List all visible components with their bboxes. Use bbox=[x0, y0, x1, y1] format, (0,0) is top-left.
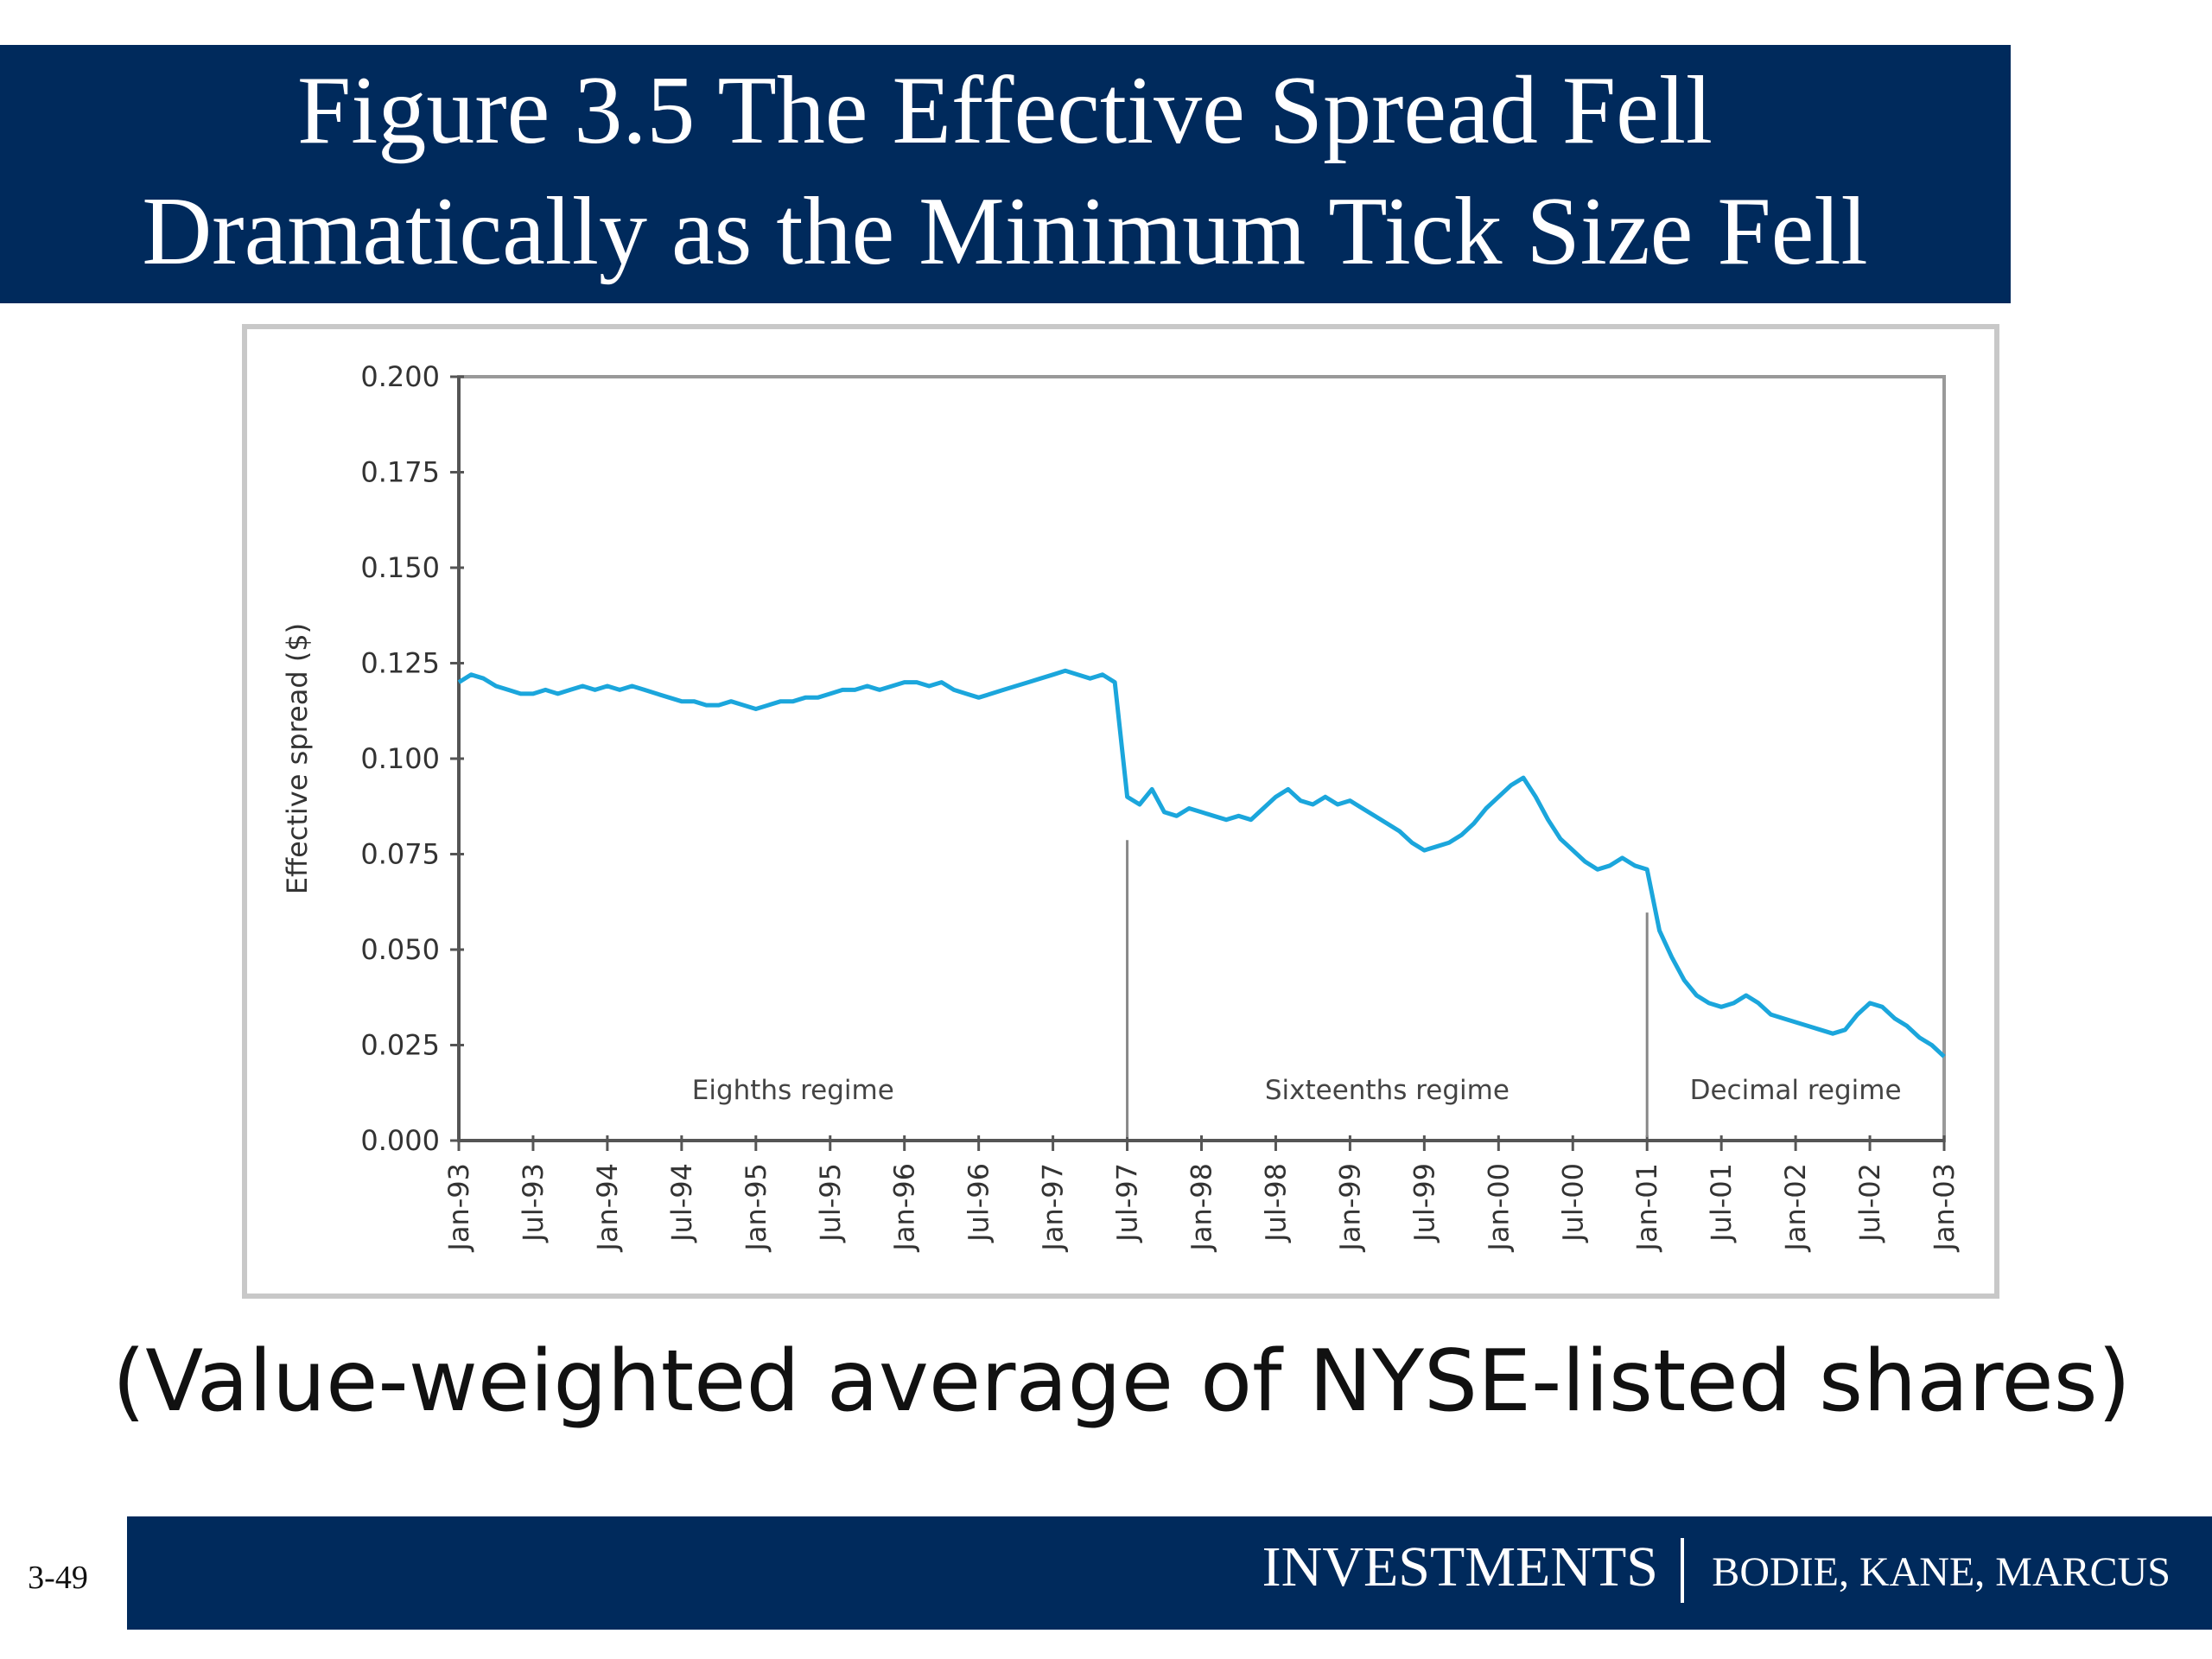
regime-label: Decimal regime bbox=[1690, 1075, 1902, 1106]
x-tick-label: Jul-01 bbox=[1705, 1163, 1738, 1243]
regime-label: Eighths regime bbox=[692, 1075, 894, 1106]
footer-bar bbox=[127, 1516, 2212, 1630]
title-bar bbox=[0, 45, 2011, 303]
x-tick-label: Jan-97 bbox=[1037, 1163, 1070, 1253]
x-tick-label: Jan-02 bbox=[1779, 1163, 1812, 1253]
y-tick-label: 0.100 bbox=[360, 742, 440, 775]
caption: (Value-weighted average of NYSE-listed s… bbox=[112, 1332, 2131, 1431]
data-line bbox=[457, 668, 1946, 1058]
y-tick-label: 0.075 bbox=[360, 838, 440, 871]
footer-brand: INVESTMENTS bbox=[1262, 1535, 1658, 1599]
x-tick-label: Jan-99 bbox=[1333, 1163, 1366, 1253]
page-number: 3-49 bbox=[28, 1560, 88, 1596]
x-tick-label: Jan-00 bbox=[1482, 1163, 1515, 1253]
chart-frame bbox=[242, 324, 1999, 1299]
y-tick-label: 0.175 bbox=[360, 456, 440, 489]
x-tick-label: Jul-02 bbox=[1853, 1163, 1886, 1243]
x-tick-label: Jul-96 bbox=[963, 1163, 995, 1243]
x-tick-label: Jul-94 bbox=[665, 1163, 698, 1243]
x-tick-label: Jan-01 bbox=[1630, 1163, 1663, 1253]
y-tick-label: 0.125 bbox=[360, 647, 440, 680]
x-tick-label: Jan-03 bbox=[1928, 1163, 1961, 1253]
y-axis-label: Effective spread ($) bbox=[281, 623, 314, 894]
chart: 0.000 0.025 0.050 0.075 0.100 0.125 0.150 0.175… bbox=[281, 360, 1961, 1253]
x-tick-label: Jul-98 bbox=[1259, 1163, 1292, 1243]
x-tick-label: Jan-93 bbox=[442, 1163, 475, 1253]
x-tick-label: Jul-97 bbox=[1111, 1163, 1144, 1243]
title-line: Dramatically as the Minimum Tick Size Fe… bbox=[142, 178, 1867, 285]
x-tick-label: Jul-95 bbox=[814, 1163, 847, 1243]
x-tick-label: Jul-00 bbox=[1556, 1163, 1589, 1243]
y-tick-label: 0.000 bbox=[360, 1124, 440, 1157]
x-tick-label: Jan-94 bbox=[591, 1163, 624, 1253]
y-tick-label: 0.150 bbox=[360, 551, 440, 584]
x-tick-label: Jul-99 bbox=[1408, 1163, 1440, 1243]
x-tick-label: Jan-98 bbox=[1185, 1163, 1218, 1253]
regime-label: Sixteenths regime bbox=[1265, 1075, 1510, 1106]
y-tick-label: 0.050 bbox=[360, 933, 440, 966]
x-tick-label: Jan-96 bbox=[888, 1163, 921, 1253]
y-tick-label: 0.025 bbox=[360, 1029, 440, 1062]
x-tick-label: Jul-93 bbox=[517, 1163, 550, 1243]
x-tick-label: Jan-95 bbox=[740, 1163, 772, 1253]
footer-authors: BODIE, KANE, MARCUS bbox=[1712, 1549, 2171, 1595]
title-line: Figure 3.5 The Effective Spread Fell bbox=[297, 57, 1713, 164]
y-tick-label: 0.200 bbox=[360, 360, 440, 393]
